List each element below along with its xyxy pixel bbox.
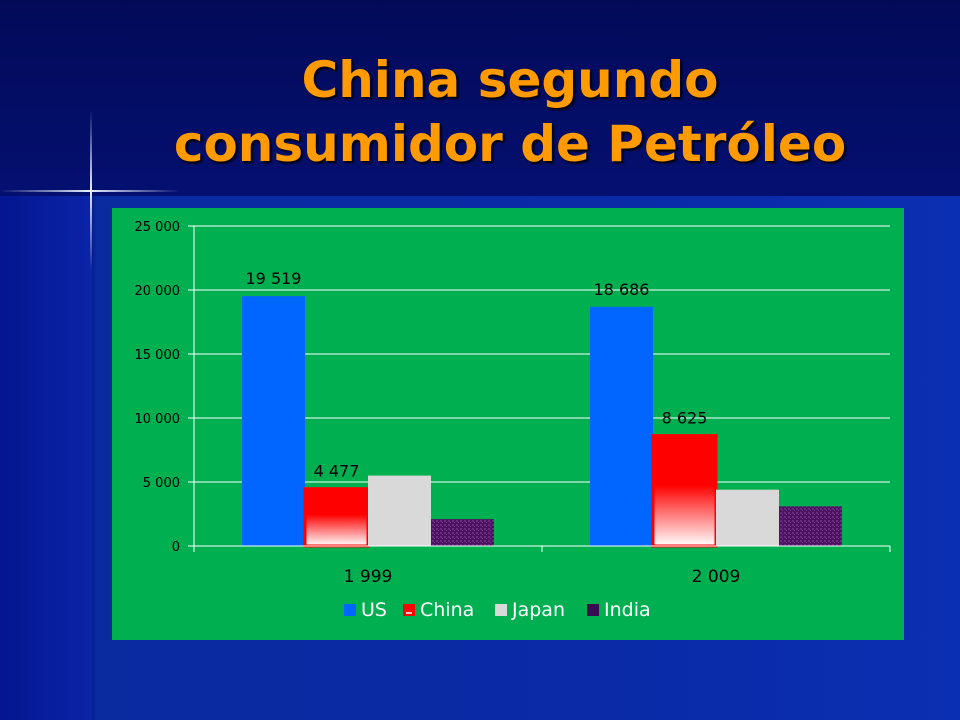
legend: US China Japan India: [344, 599, 651, 621]
y-tick-label: 15 000: [135, 348, 181, 363]
legend-label-japan: Japan: [511, 599, 565, 621]
bar-us-1: [590, 306, 653, 546]
slide-title-line1: China segundo: [301, 51, 719, 109]
bar-us-0: [242, 296, 305, 546]
axes: 0 5 000 10 000 15 000 20 000 25 000 1 999 2 009: [135, 220, 891, 587]
data-label: 4 477: [314, 462, 360, 481]
left-band: [0, 196, 92, 720]
legend-label-india: India: [604, 599, 651, 621]
data-label: 8 625: [662, 409, 708, 428]
bars: [242, 296, 842, 548]
data-labels: 19 519 4 477 18 686 8 625: [246, 269, 708, 481]
legend-swatch-japan: [495, 604, 507, 616]
legend-swatch-us: [344, 604, 356, 616]
legend-label-us: US: [361, 599, 387, 621]
bar-japan-0: [368, 475, 431, 546]
bar-china-0: [303, 487, 370, 548]
bar-china-1: [651, 434, 718, 548]
bar-india-1: [779, 506, 842, 546]
data-label: 19 519: [246, 269, 302, 288]
y-tick-label: 25 000: [135, 220, 181, 235]
legend-swatch-india: [587, 604, 599, 616]
slide-title-line2: consumidor de Petróleo: [173, 115, 847, 173]
legend-swatch-china: [403, 604, 415, 616]
x-tick-label: 2 009: [692, 567, 741, 587]
title-band: [0, 0, 960, 196]
y-tick-label: 20 000: [135, 284, 181, 299]
slide-title: China segundo consumidor de Petróleo: [90, 48, 930, 176]
bar-japan-1: [716, 489, 779, 546]
bar-chart: 0 5 000 10 000 15 000 20 000 25 000 1 999 2 009…: [135, 220, 891, 621]
y-tick-label: 5 000: [143, 476, 180, 491]
bar-india-0: [431, 519, 494, 546]
x-tick-label: 1 999: [344, 567, 393, 587]
y-tick-label: 0: [172, 540, 180, 555]
data-label: 18 686: [594, 280, 650, 299]
sparkle-decoration-vertical: [90, 110, 92, 270]
chart-area: 0 5 000 10 000 15 000 20 000 25 000 1 999 2 009…: [112, 208, 904, 640]
legend-label-china: China: [420, 599, 474, 621]
y-tick-label: 10 000: [135, 412, 181, 427]
